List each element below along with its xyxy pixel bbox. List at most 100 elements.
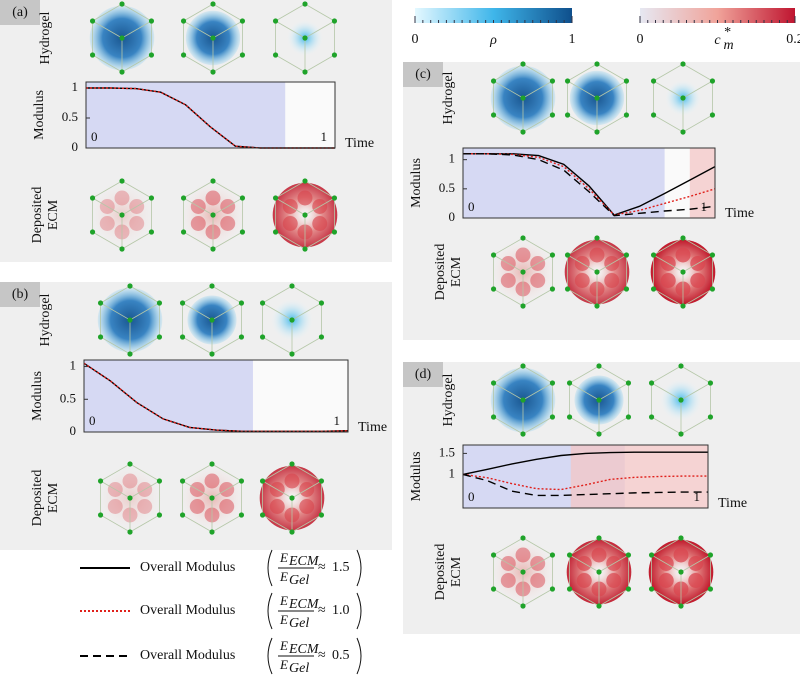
ecm-patch: [606, 573, 622, 588]
cube-node: [210, 69, 216, 75]
cube-edge: [598, 554, 629, 573]
modulus-line: [463, 153, 716, 216]
cube-node: [564, 78, 571, 84]
cube-node: [239, 195, 246, 201]
row-label: ECM: [449, 256, 464, 287]
cube-edge: [522, 254, 553, 273]
cube-node: [318, 300, 325, 306]
cube-node: [331, 229, 338, 235]
cube-node: [89, 195, 96, 201]
cube-node: [302, 246, 308, 252]
cube-node: [209, 529, 215, 535]
cube-edge: [304, 20, 335, 39]
legend-den: E: [279, 612, 288, 627]
cube-node: [272, 18, 279, 24]
cube-node: [650, 286, 657, 292]
cube-node: [119, 69, 125, 75]
cube-node: [678, 363, 684, 369]
cube-node: [650, 78, 657, 84]
cube-node: [490, 586, 497, 592]
cube-node: [238, 512, 245, 518]
cube-node: [209, 283, 215, 289]
colorbar-label-sub: m: [724, 38, 734, 53]
x-tick-label: 1: [321, 129, 328, 144]
row-label: ECM: [46, 199, 61, 230]
ecm-patch: [515, 247, 531, 263]
cube-node: [520, 61, 526, 67]
cube-edge: [129, 480, 160, 499]
cube-node: [596, 363, 602, 369]
cube-edge: [680, 554, 711, 573]
legend-num: E: [279, 638, 288, 653]
shaded-region: [689, 148, 715, 218]
cube-node: [648, 414, 655, 420]
y-axis-label: Modulus: [409, 452, 424, 502]
cube-node: [566, 586, 573, 592]
cube-node: [680, 61, 686, 67]
cube-node: [520, 129, 526, 135]
cube-node: [678, 603, 684, 609]
legend-den: E: [279, 657, 288, 672]
cube-node: [289, 351, 295, 357]
cube-node: [259, 300, 266, 306]
cube-node: [549, 586, 556, 592]
cube-node: [89, 52, 96, 58]
cube-node: [594, 95, 600, 101]
paren: [267, 592, 273, 630]
x-tick-label: 1: [694, 489, 701, 504]
legend-label: Overall Modulus: [140, 603, 235, 618]
cube-edge: [212, 20, 243, 39]
cube-node: [625, 586, 632, 592]
plot-frame: [462, 444, 709, 509]
y-axis-label: Modulus: [409, 158, 424, 208]
cube-node: [302, 35, 308, 41]
cube-node: [678, 535, 684, 541]
cube-node: [180, 52, 187, 58]
cube-node: [709, 78, 716, 84]
cube-node: [127, 529, 133, 535]
panel-label-box: [0, 0, 40, 25]
cube-node: [209, 317, 215, 323]
cube-node: [210, 246, 216, 252]
cube-node: [490, 112, 497, 118]
cube-node: [180, 195, 187, 201]
cube-node: [239, 229, 246, 235]
cube-node: [520, 363, 526, 369]
cube-edge: [569, 554, 600, 573]
cube-node: [127, 461, 133, 467]
cube-node: [594, 269, 600, 275]
cube-node: [318, 334, 325, 340]
cube-node: [709, 286, 716, 292]
plot-frame: [462, 147, 716, 219]
cube-edge: [682, 80, 713, 99]
cube-node: [318, 512, 325, 518]
cube-edge: [596, 254, 627, 273]
cube-node: [97, 334, 104, 340]
cube-edge: [100, 480, 131, 499]
cube-node: [566, 380, 573, 386]
cube-edge: [522, 554, 553, 573]
cube-node: [89, 229, 96, 235]
legend-relation: ≈: [318, 648, 326, 663]
ecm-patch: [500, 573, 516, 588]
y-tick-label: 1: [449, 465, 456, 480]
cube-edge: [522, 382, 553, 401]
ecm-patch: [591, 547, 607, 563]
ecm-patch: [604, 273, 620, 288]
cube-node: [520, 397, 526, 403]
cube-edge: [121, 197, 152, 216]
cube-node: [272, 195, 279, 201]
panel-label: (b): [12, 287, 29, 302]
cube-node: [289, 283, 295, 289]
ecm-patch: [190, 216, 206, 231]
cube-node: [625, 380, 632, 386]
cube-node: [302, 69, 308, 75]
cube-node: [490, 380, 497, 386]
ecm-patch: [660, 273, 676, 288]
row-label: Hydrogel: [38, 11, 53, 64]
cube-edge: [212, 197, 243, 216]
cube-node: [97, 300, 104, 306]
colorbar-tick-label: 0: [412, 32, 419, 47]
cube-edge: [92, 20, 123, 39]
y-tick-label: 1: [70, 358, 77, 373]
